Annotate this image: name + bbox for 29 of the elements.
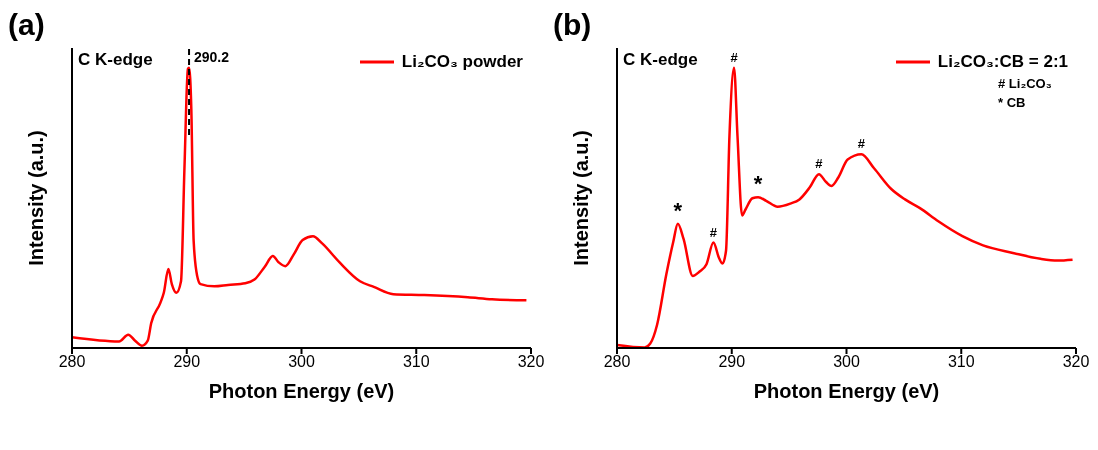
annotation: *	[753, 171, 763, 197]
ref-line-label: 290.2	[194, 48, 230, 65]
annotation: C K-edge	[78, 50, 153, 70]
annotation: C K-edge	[623, 50, 698, 70]
x-axis-title: Photon Energy (eV)	[753, 380, 940, 402]
y-axis-title: Intensity (a.u.)	[25, 130, 48, 266]
annotation: #	[815, 156, 824, 172]
x-tick-label: 290	[173, 353, 201, 371]
x-tick-label: 310	[402, 353, 430, 371]
x-tick-label: 280	[603, 353, 631, 371]
x-tick-label: 300	[288, 353, 315, 371]
annotation: #	[709, 224, 718, 240]
x-tick-label: 320	[517, 353, 545, 371]
annotation: *	[673, 197, 683, 223]
annotation: #	[730, 49, 739, 65]
annotation: #	[857, 136, 866, 152]
x-tick-label: 320	[1062, 353, 1090, 371]
y-axis-title: Intensity (a.u.)	[570, 130, 593, 266]
x-tick-label: 280	[58, 353, 86, 371]
legend-label: Li₂CO₃ powder	[401, 52, 523, 72]
x-tick-label: 310	[947, 353, 975, 371]
legend-label: Li₂CO₃:CB = 2:1	[937, 52, 1068, 72]
x-axis-title: Photon Energy (eV)	[208, 380, 395, 402]
annotation: # Li₂CO₃	[998, 76, 1053, 91]
chart-title: (a)	[8, 8, 45, 42]
x-tick-label: 300	[833, 353, 860, 371]
annotation: * CB	[998, 95, 1027, 110]
x-tick-label: 290	[718, 353, 746, 371]
chart-title: (b)	[553, 8, 592, 42]
